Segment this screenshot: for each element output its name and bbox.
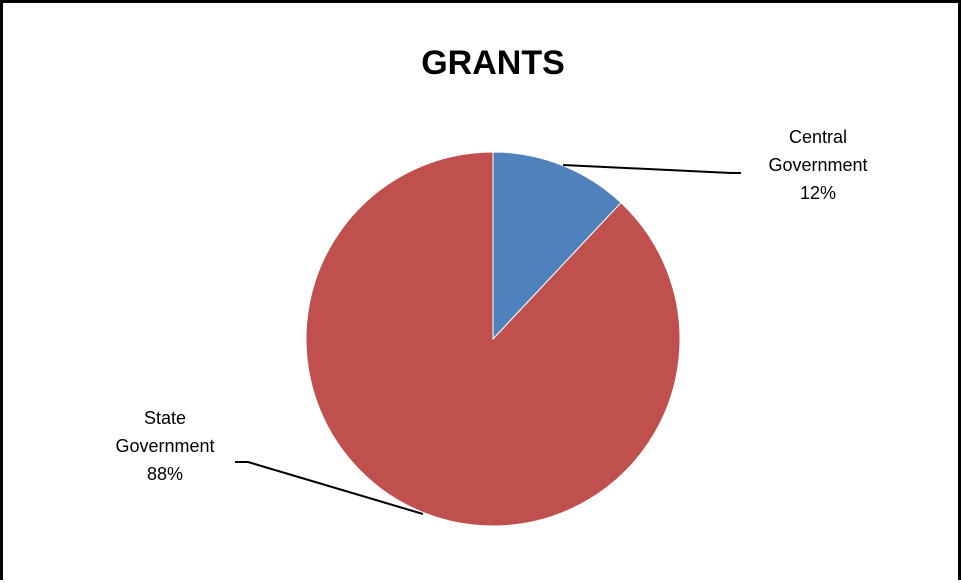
pie-slice-central — [492, 151, 622, 341]
slice-label-state: State Government 88% — [115, 408, 214, 484]
slice-label-central: Central Government 12% — [768, 127, 867, 203]
leader-line-state — [235, 461, 424, 515]
pie-slices — [305, 151, 681, 527]
leader-line-central — [562, 164, 741, 174]
leader-lines — [235, 164, 741, 515]
chart-title: GRANTS — [421, 44, 565, 82]
slice-labels: Central Government 12% State Government 88% — [115, 127, 867, 484]
pie-slice-state — [305, 151, 681, 527]
pie-chart: GRANTS Central Government 12% State Governme… — [115, 44, 868, 527]
